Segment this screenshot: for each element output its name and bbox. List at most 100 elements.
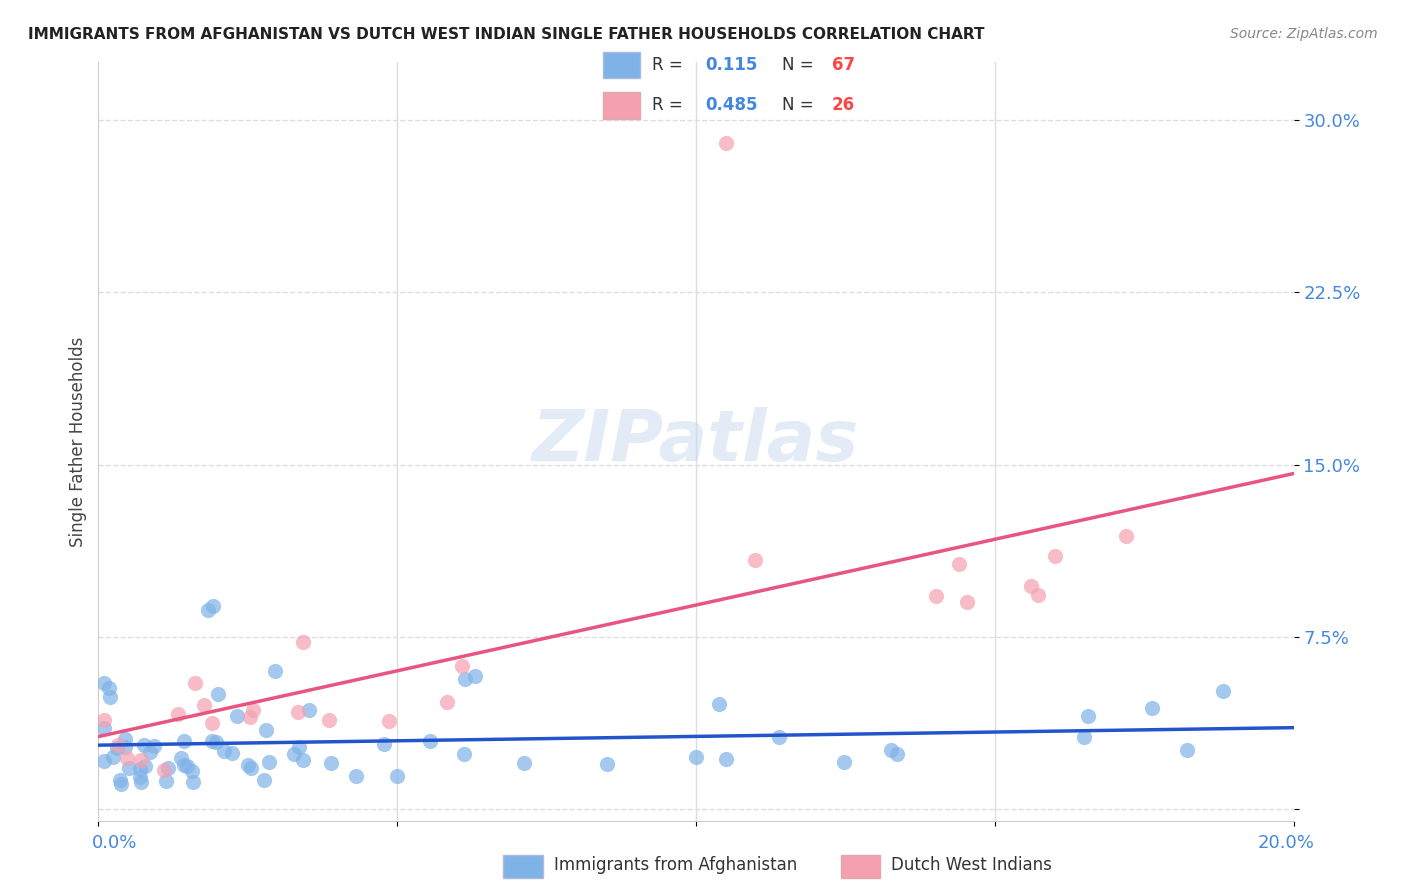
Text: 67: 67 xyxy=(832,56,855,74)
Point xyxy=(378,714,401,728)
Point xyxy=(385,769,408,783)
Point xyxy=(1115,529,1137,543)
Point xyxy=(453,747,475,761)
Point xyxy=(202,599,225,613)
Point xyxy=(134,759,156,773)
Point xyxy=(114,740,136,755)
Text: IMMIGRANTS FROM AFGHANISTAN VS DUTCH WEST INDIAN SINGLE FATHER HOUSEHOLDS CORREL: IMMIGRANTS FROM AFGHANISTAN VS DUTCH WES… xyxy=(28,27,984,42)
Point xyxy=(419,733,441,747)
Text: R =: R = xyxy=(652,56,689,74)
Point xyxy=(197,602,219,616)
Point xyxy=(93,675,115,690)
Point xyxy=(925,589,948,603)
Point xyxy=(170,751,193,765)
Point xyxy=(129,753,152,767)
Point xyxy=(240,761,263,775)
Point xyxy=(254,723,277,737)
Y-axis label: Single Father Households: Single Father Households xyxy=(69,336,87,547)
Point xyxy=(239,710,262,724)
Bar xyxy=(841,855,880,878)
Text: N =: N = xyxy=(782,96,820,114)
Bar xyxy=(503,855,543,878)
Point xyxy=(1212,684,1234,698)
Point xyxy=(886,747,908,761)
Text: R =: R = xyxy=(652,96,689,114)
Point xyxy=(283,747,305,761)
Text: 0.115: 0.115 xyxy=(704,56,758,74)
Text: 0.485: 0.485 xyxy=(704,96,758,114)
Point xyxy=(744,552,766,566)
Point xyxy=(291,635,314,649)
Text: Immigrants from Afghanistan: Immigrants from Afghanistan xyxy=(554,856,797,874)
Point xyxy=(201,734,224,748)
Point xyxy=(685,750,707,764)
Point xyxy=(714,752,737,766)
Point xyxy=(242,703,264,717)
Point xyxy=(1043,549,1066,564)
Point xyxy=(153,763,176,777)
Point xyxy=(134,738,156,752)
Point xyxy=(183,676,205,690)
Point xyxy=(176,759,198,773)
Point xyxy=(139,745,162,759)
Point xyxy=(319,756,342,770)
Point xyxy=(173,734,195,748)
Point xyxy=(373,737,395,751)
Point xyxy=(1073,730,1095,744)
Point xyxy=(450,659,472,673)
Point xyxy=(454,672,477,686)
Point xyxy=(193,698,215,713)
Point xyxy=(287,740,309,755)
Point xyxy=(93,713,115,727)
Point xyxy=(287,706,309,720)
Point xyxy=(512,756,534,770)
Point xyxy=(181,774,204,789)
Point xyxy=(201,716,224,731)
Point xyxy=(115,751,138,765)
Point xyxy=(596,757,619,772)
Point xyxy=(155,774,177,789)
Point xyxy=(298,703,321,717)
Point xyxy=(98,681,121,696)
Point xyxy=(108,773,131,788)
Point xyxy=(1077,708,1099,723)
Bar xyxy=(603,92,640,119)
Point xyxy=(128,762,150,776)
Point xyxy=(118,761,141,775)
Point xyxy=(105,741,128,756)
Point xyxy=(714,136,737,150)
Point xyxy=(107,738,129,752)
Point xyxy=(101,750,124,764)
Point xyxy=(707,697,730,711)
Text: Source: ZipAtlas.com: Source: ZipAtlas.com xyxy=(1230,27,1378,41)
Text: 26: 26 xyxy=(832,96,855,114)
Point xyxy=(143,739,166,754)
Text: Dutch West Indians: Dutch West Indians xyxy=(891,856,1052,874)
Point xyxy=(834,756,856,770)
Point xyxy=(157,761,180,775)
Point xyxy=(318,713,340,727)
Point xyxy=(948,557,970,571)
Point xyxy=(221,746,243,760)
Point xyxy=(110,776,132,790)
Point xyxy=(93,721,115,735)
Bar xyxy=(603,52,640,78)
Point xyxy=(98,690,121,705)
Point xyxy=(263,665,285,679)
Point xyxy=(205,735,228,749)
Point xyxy=(167,706,190,721)
Point xyxy=(1026,589,1049,603)
Point xyxy=(1142,701,1164,715)
Text: 20.0%: 20.0% xyxy=(1258,834,1315,852)
Point xyxy=(436,695,458,709)
Point xyxy=(768,731,790,745)
Point xyxy=(955,595,977,609)
Point xyxy=(1019,578,1042,592)
Point xyxy=(207,687,229,701)
Text: N =: N = xyxy=(782,56,820,74)
Point xyxy=(252,772,274,787)
Point xyxy=(238,758,260,772)
Point xyxy=(114,731,136,746)
Point xyxy=(291,754,314,768)
Point xyxy=(129,774,152,789)
